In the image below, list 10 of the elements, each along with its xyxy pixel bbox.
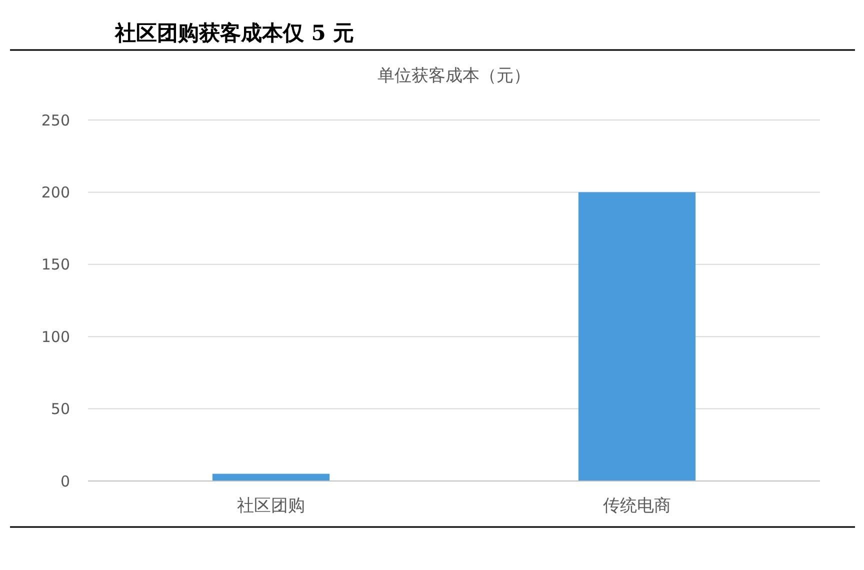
y-tick-label: 150 [41, 256, 70, 274]
y-tick-label: 50 [50, 400, 70, 418]
y-tick-label: 0 [60, 472, 70, 490]
y-tick-label: 200 [41, 183, 70, 202]
y-tick-label: 250 [41, 111, 70, 130]
y-tick-label: 100 [41, 328, 70, 346]
x-tick-label: 传统电商 [603, 496, 671, 516]
x-tick-label: 社区团购 [237, 496, 305, 516]
chart-title: 社区团购获客成本仅 5 元 [114, 20, 354, 45]
chart-subtitle: 单位获客成本（元） [378, 66, 530, 86]
